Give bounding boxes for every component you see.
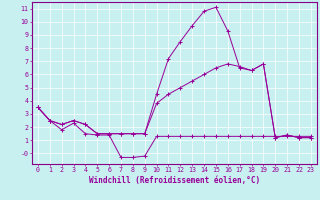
X-axis label: Windchill (Refroidissement éolien,°C): Windchill (Refroidissement éolien,°C) (89, 176, 260, 185)
